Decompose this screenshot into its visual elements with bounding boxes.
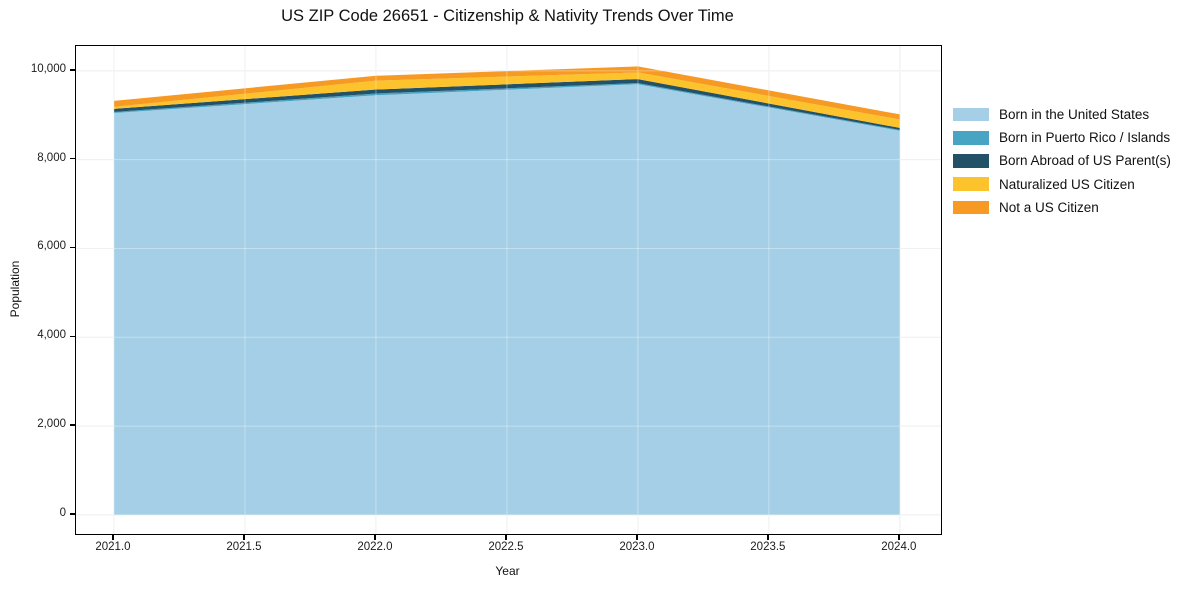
- legend-swatch: [953, 177, 989, 191]
- x-tick-mark: [243, 534, 245, 540]
- legend: Born in the United States Born in Puerto …: [953, 103, 1171, 219]
- legend-label: Born in the United States: [999, 107, 1150, 123]
- y-tick-mark: [70, 157, 75, 160]
- stacked-area-svg: [76, 46, 941, 534]
- y-tick-label: 8,000: [37, 151, 66, 164]
- y-axis-title: Population: [8, 260, 22, 318]
- legend-label: Not a US Citizen: [999, 199, 1099, 215]
- x-tick-label: 2024.0: [881, 541, 917, 553]
- legend-swatch: [953, 200, 989, 215]
- x-tick-label: 2021.0: [95, 541, 131, 553]
- y-tick-label: 10,000: [30, 62, 66, 75]
- legend-item: Naturalized US Citizen: [953, 173, 1171, 196]
- area-series-1: [113, 83, 900, 131]
- x-tick-mark: [767, 534, 769, 540]
- legend-item: Not a US Citizen: [953, 196, 1171, 219]
- legend-label: Naturalized US Citizen: [999, 176, 1135, 192]
- y-tick-mark: [70, 513, 75, 515]
- y-tick-label: 4,000: [37, 329, 66, 342]
- x-tick-label: 2023.0: [619, 541, 655, 553]
- x-tick-mark: [898, 534, 900, 540]
- area-series-3: [113, 72, 900, 128]
- y-tick-mark: [70, 69, 75, 71]
- x-tick-mark: [505, 534, 507, 540]
- legend-swatch: [953, 154, 989, 168]
- y-tick-mark: [70, 246, 75, 249]
- x-tick-mark: [636, 534, 638, 540]
- x-axis-title: Year: [495, 564, 520, 578]
- area-series-0: [113, 84, 900, 515]
- legend-swatch: [953, 131, 989, 145]
- y-tick-mark: [70, 424, 75, 426]
- x-tick-mark: [112, 534, 114, 540]
- area-series-2: [113, 79, 900, 130]
- legend-item: Born Abroad of US Parent(s): [953, 149, 1171, 172]
- x-tick-label: 2023.5: [750, 541, 786, 553]
- x-tick-label: 2021.5: [226, 541, 262, 553]
- y-tick-label: 0: [59, 506, 66, 519]
- legend-label: Born Abroad of US Parent(s): [999, 153, 1171, 169]
- legend-item: Born in the United States: [953, 103, 1171, 126]
- legend-label: Born in Puerto Rico / Islands: [999, 130, 1171, 146]
- legend-item: Born in Puerto Rico / Islands: [953, 126, 1171, 149]
- y-tick-label: 2,000: [37, 418, 66, 431]
- x-tick-label: 2022.0: [357, 541, 393, 553]
- chart-title: US ZIP Code 26651 - Citizenship & Nativi…: [281, 7, 734, 25]
- legend-swatch: [953, 107, 989, 122]
- plot-area: [75, 45, 942, 535]
- y-tick-mark: [70, 335, 75, 338]
- y-tick-label: 6,000: [37, 240, 66, 253]
- x-tick-mark: [374, 534, 376, 540]
- x-tick-label: 2022.5: [488, 541, 524, 553]
- area-series-4: [113, 66, 900, 120]
